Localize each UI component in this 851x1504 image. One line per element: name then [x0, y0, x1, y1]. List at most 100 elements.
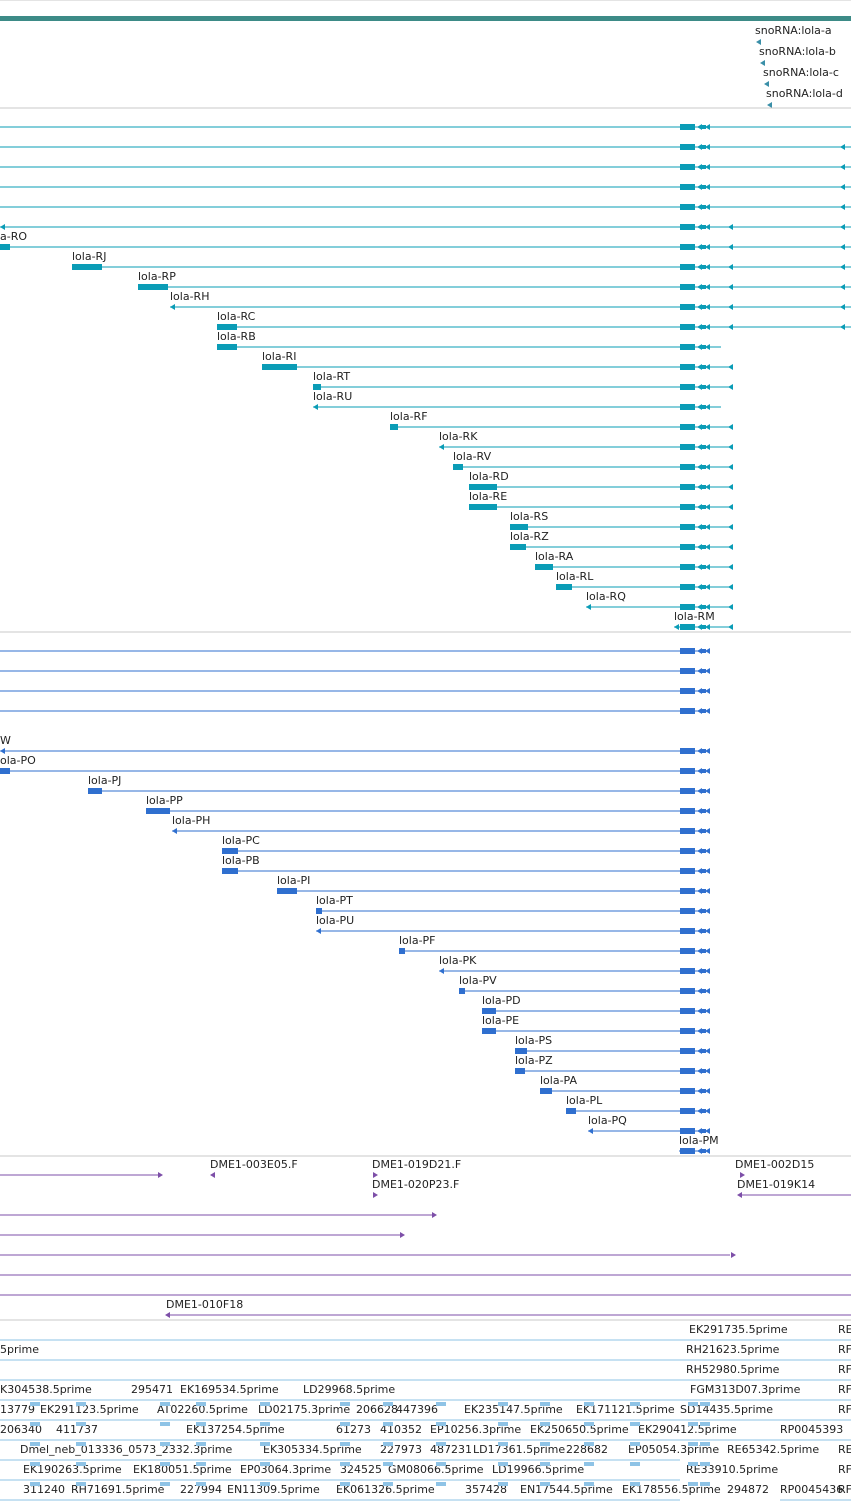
est-label[interactable]: FGM313D07.3prime	[690, 1383, 801, 1396]
est-label[interactable]: EK291123.5prime	[40, 1403, 139, 1416]
transcript-label[interactable]: lola-RM	[674, 610, 715, 623]
protein-label[interactable]: lola-PF	[399, 934, 436, 947]
est-label[interactable]: EK171121.5prime	[576, 1403, 675, 1416]
est-label[interactable]: LD19966.5prime	[492, 1463, 584, 1476]
est-label[interactable]: EK305334.5prime	[263, 1443, 362, 1456]
transcript-label[interactable]: lola-RP	[138, 270, 176, 283]
transcript-label[interactable]: lola-RB	[217, 330, 256, 343]
protein-label[interactable]: lola-PD	[482, 994, 521, 1007]
snorna-label[interactable]: snoRNA:lola-d	[766, 87, 843, 100]
est-label[interactable]: EK250650.5prime	[530, 1423, 629, 1436]
protein-label[interactable]: lola-PK	[439, 954, 477, 967]
est-label[interactable]: RH52980.5prime	[686, 1363, 780, 1376]
est-label[interactable]: RP0045393	[780, 1423, 843, 1436]
protein-label[interactable]: lola-PB	[222, 854, 260, 867]
transcript-label[interactable]: lola-RT	[313, 370, 350, 383]
protein-label[interactable]: lola-PI	[277, 874, 310, 887]
est-label[interactable]: 411737	[56, 1423, 98, 1436]
est-label[interactable]: 410352	[380, 1423, 422, 1436]
est-label[interactable]: RE	[838, 1323, 851, 1336]
est-label[interactable]: RF	[838, 1463, 851, 1476]
protein-label[interactable]: lola-PH	[172, 814, 210, 827]
est-label[interactable]: 324525	[340, 1463, 382, 1476]
transcript-label[interactable]: lola-RH	[170, 290, 209, 303]
snorna-label[interactable]: snoRNA:lola-a	[755, 24, 832, 37]
est-label[interactable]: RE	[838, 1443, 851, 1456]
protein-label[interactable]: lola-PU	[316, 914, 354, 927]
est-label[interactable]: RF	[838, 1363, 851, 1376]
est-label[interactable]: EK180051.5prime	[133, 1463, 232, 1476]
protein-label[interactable]: lola-PP	[146, 794, 183, 807]
est-label[interactable]: RP0045436	[780, 1483, 843, 1496]
est-label[interactable]: GM08066.5prime	[388, 1463, 484, 1476]
est-label[interactable]: RF	[838, 1343, 851, 1356]
est-label[interactable]: 447396	[396, 1403, 438, 1416]
est-label[interactable]: RE65342.5prime	[727, 1443, 819, 1456]
transcript-label[interactable]: lola-RJ	[72, 250, 106, 263]
snorna-label[interactable]: snoRNA:lola-b	[759, 45, 836, 58]
est-label[interactable]: Dmel_neb_013336_0573_2332.3prime	[20, 1443, 232, 1456]
protein-label[interactable]: lola-PC	[222, 834, 260, 847]
protein-label[interactable]: lola-PJ	[88, 774, 121, 787]
est-label[interactable]: 61273	[336, 1423, 371, 1436]
est-label[interactable]: EK190263.5prime	[23, 1463, 122, 1476]
est-label[interactable]: RF	[838, 1403, 851, 1416]
est-label[interactable]: EP05054.3prime	[628, 1443, 719, 1456]
transcript-label[interactable]: lola-RD	[469, 470, 509, 483]
est-label[interactable]: EK291735.5prime	[689, 1323, 788, 1336]
est-label[interactable]: LD02175.3prime	[258, 1403, 350, 1416]
est-label[interactable]: EK061326.5prime	[336, 1483, 435, 1496]
est-label[interactable]: EP03064.3prime	[240, 1463, 331, 1476]
transcript-label[interactable]: lola-RF	[390, 410, 428, 423]
transcript-label[interactable]: a-RO	[0, 230, 27, 243]
est-label[interactable]: LD17361.5prime	[473, 1443, 565, 1456]
est-label[interactable]: 311240	[23, 1483, 65, 1496]
protein-label[interactable]: lola-PT	[316, 894, 353, 907]
est-label[interactable]: EK290412.5prime	[638, 1423, 737, 1436]
est-label[interactable]: 357428	[465, 1483, 507, 1496]
transcript-label[interactable]: lola-RV	[453, 450, 492, 463]
est-label[interactable]: 227973	[380, 1443, 422, 1456]
est-label[interactable]: RE33910.5prime	[686, 1463, 778, 1476]
est-label[interactable]: SD14435.5prime	[680, 1403, 773, 1416]
transcript-label[interactable]: lola-RZ	[510, 530, 549, 543]
protein-label[interactable]: lola-PA	[540, 1074, 577, 1087]
protein-label[interactable]: lola-PL	[566, 1094, 603, 1107]
transcript-label[interactable]: lola-RI	[262, 350, 296, 363]
est-label[interactable]: 295471	[131, 1383, 173, 1396]
est-label[interactable]: 294872	[727, 1483, 769, 1496]
est-label[interactable]: EK178556.5prime	[622, 1483, 721, 1496]
transcript-label[interactable]: lola-RK	[439, 430, 478, 443]
est-label[interactable]: EK235147.5prime	[464, 1403, 563, 1416]
protein-label[interactable]: lola-PS	[515, 1034, 552, 1047]
protein-label[interactable]: ola-PO	[0, 754, 36, 767]
est-label[interactable]: RF	[838, 1383, 851, 1396]
transcript-label[interactable]: lola-RQ	[586, 590, 626, 603]
transcript-label[interactable]: lola-RL	[556, 570, 594, 583]
est-label[interactable]: 227994	[180, 1483, 222, 1496]
clone-label[interactable]: DME1-002D15	[735, 1158, 814, 1171]
est-label[interactable]: AT02260.5prime	[157, 1403, 248, 1416]
clone-label[interactable]: DME1-019D21.F	[372, 1158, 461, 1171]
est-label[interactable]: 487231	[430, 1443, 472, 1456]
clone-label[interactable]: DME1-010F18	[166, 1298, 243, 1311]
est-label[interactable]: EK169534.5prime	[180, 1383, 279, 1396]
est-label[interactable]: EN11309.5prime	[227, 1483, 320, 1496]
est-label[interactable]: EP10256.3prime	[430, 1423, 521, 1436]
transcript-label[interactable]: lola-RS	[510, 510, 548, 523]
est-label[interactable]: RH21623.5prime	[686, 1343, 780, 1356]
est-label[interactable]: LD29968.5prime	[303, 1383, 395, 1396]
protein-label[interactable]: lola-PE	[482, 1014, 519, 1027]
protein-label[interactable]: lola-PQ	[588, 1114, 627, 1127]
est-label[interactable]: EN17544.5prime	[520, 1483, 613, 1496]
transcript-label[interactable]: lola-RA	[535, 550, 574, 563]
protein-label[interactable]: lola-PM	[679, 1134, 719, 1147]
clone-label[interactable]: DME1-003E05.F	[210, 1158, 298, 1171]
est-label[interactable]: 228682	[566, 1443, 608, 1456]
protein-label[interactable]: lola-PZ	[515, 1054, 553, 1067]
protein-label[interactable]: lola-PV	[459, 974, 497, 987]
est-label[interactable]: RF	[838, 1483, 851, 1496]
clone-label[interactable]: DME1-019K14	[737, 1178, 815, 1191]
est-label[interactable]: 5prime	[0, 1343, 39, 1356]
snorna-label[interactable]: snoRNA:lola-c	[763, 66, 839, 79]
